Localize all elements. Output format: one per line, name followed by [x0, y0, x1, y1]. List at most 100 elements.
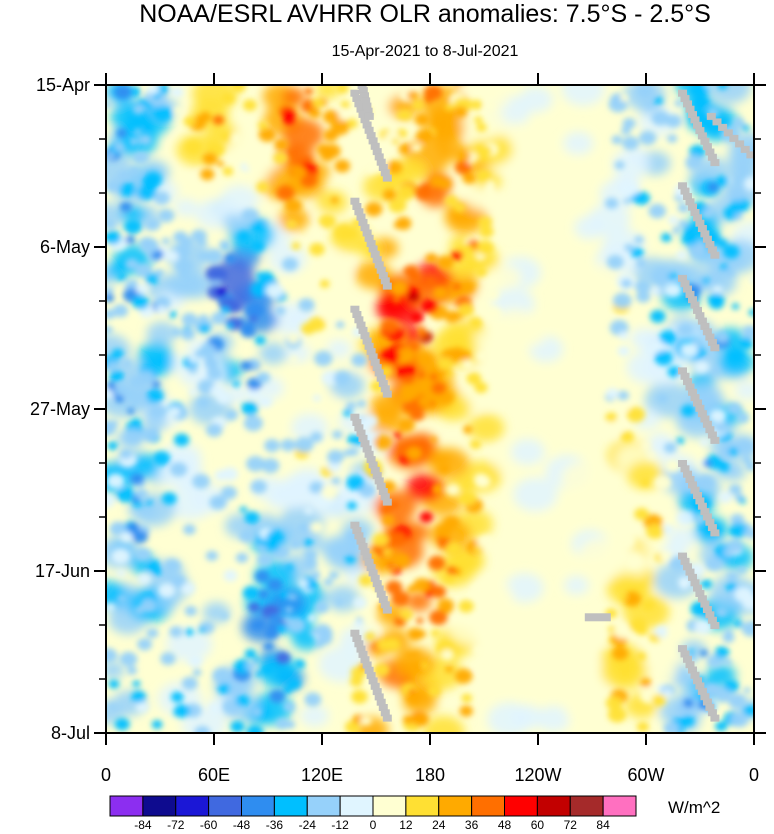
anomaly-blob: [723, 658, 732, 666]
missing-data-cell: [366, 348, 376, 356]
anomaly-blob: [106, 660, 125, 680]
missing-data-cell: [706, 112, 716, 120]
anomaly-blob: [476, 240, 495, 256]
anomaly-blob: [117, 273, 127, 281]
missing-data-cell: [362, 229, 372, 237]
missing-data-cell: [370, 358, 380, 366]
anomaly-blob: [716, 238, 728, 248]
anomaly-blob: [606, 388, 619, 399]
anomaly-blob: [213, 496, 225, 506]
anomaly-blob: [419, 511, 433, 523]
anomaly-blob: [443, 573, 455, 584]
anomaly-blob: [158, 208, 175, 223]
anomaly-blob: [315, 253, 350, 280]
anomaly-blob: [437, 357, 454, 371]
anomaly-blob: [718, 491, 733, 503]
anomaly-blob: [459, 705, 473, 717]
missing-data-cell: [360, 92, 369, 100]
anomaly-blob: [160, 652, 176, 666]
missing-data-cell: [360, 332, 370, 340]
anomaly-blob: [275, 717, 290, 730]
missing-data-cell: [358, 218, 368, 226]
missing-data-cell: [378, 380, 388, 387]
anomaly-blob: [137, 341, 174, 370]
missing-data-cell: [356, 321, 366, 329]
anomaly-blob: [251, 220, 266, 233]
colorbar-tick-label: -48: [233, 818, 251, 832]
missing-data-cell: [358, 87, 368, 95]
missing-data-cell: [683, 100, 692, 108]
anomaly-blob: [309, 242, 325, 256]
missing-data-cell: [358, 542, 368, 550]
anomaly-blob: [119, 201, 132, 213]
anomaly-blob: [414, 185, 433, 201]
anomaly-blob: [606, 255, 624, 270]
anomaly-blob: [414, 113, 430, 126]
anomaly-blob: [114, 717, 130, 731]
anomaly-blob: [615, 532, 635, 549]
anomaly-blob: [184, 605, 197, 617]
anomaly-blob: [236, 230, 251, 243]
missing-data-cell: [697, 317, 707, 325]
anomaly-blob: [629, 617, 648, 633]
missing-data-cell: [702, 420, 712, 428]
missing-data-cell: [680, 372, 690, 380]
x-tick-label: 120E: [301, 765, 343, 785]
anomaly-blob: [192, 668, 202, 677]
anomaly-blob: [461, 359, 474, 370]
missing-data-cell: [382, 714, 392, 722]
missing-data-cell: [746, 151, 754, 159]
anomaly-blob: [412, 651, 420, 658]
anomaly-blob: [205, 550, 218, 561]
missing-data-cell: [680, 187, 690, 195]
missing-data-cell: [707, 616, 717, 624]
anomaly-blob: [494, 369, 526, 394]
anomaly-blob: [654, 350, 673, 366]
missing-data-cell: [700, 693, 710, 701]
missing-data-cell: [376, 158, 386, 166]
missing-data-cell: [695, 127, 705, 135]
missing-data-cell: [374, 477, 384, 485]
missing-data-cell: [378, 704, 388, 711]
anomaly-blob: [294, 368, 312, 383]
anomaly-blob: [304, 507, 313, 515]
anomaly-blob: [257, 589, 270, 600]
anomaly-blob: [654, 625, 670, 638]
anomaly-blob: [142, 174, 161, 190]
anomaly-blob: [154, 295, 171, 309]
y-tick-label: 17-Jun: [35, 561, 90, 581]
missing-data-cell: [364, 112, 374, 120]
anomaly-blob: [614, 160, 625, 170]
missing-data-cell: [718, 123, 728, 131]
anomaly-blob: [114, 142, 125, 152]
anomaly-blob: [437, 598, 454, 613]
anomaly-blob: [170, 86, 184, 98]
colorbar-swatch: [569, 795, 604, 817]
anomaly-blob: [287, 678, 301, 690]
anomaly-blob: [381, 348, 400, 364]
anomaly-blob: [328, 571, 339, 580]
anomaly-blob: [475, 657, 493, 672]
anomaly-blob: [346, 475, 365, 491]
anomaly-blob: [319, 279, 330, 288]
missing-data-cell: [376, 374, 386, 382]
anomaly-blob: [116, 128, 128, 138]
colorbar-swatch: [306, 795, 341, 817]
anomaly-blob: [621, 279, 632, 288]
anomaly-blob: [137, 638, 153, 651]
missing-data-cell: [370, 466, 380, 474]
anomaly-blob: [198, 111, 212, 123]
anomaly-blob: [647, 451, 656, 458]
anomaly-blob: [665, 459, 681, 473]
anomaly-blob: [118, 182, 137, 197]
anomaly-blob: [241, 401, 259, 416]
anomaly-blob: [286, 617, 306, 634]
anomaly-blob: [210, 384, 226, 397]
anomaly-blob: [275, 651, 291, 664]
anomaly-blob: [677, 322, 694, 337]
anomaly-blob: [741, 124, 750, 132]
anomaly-blob: [255, 670, 263, 677]
anomaly-blob: [411, 100, 424, 110]
missing-data-cell: [374, 153, 384, 161]
anomaly-blob: [413, 578, 431, 593]
